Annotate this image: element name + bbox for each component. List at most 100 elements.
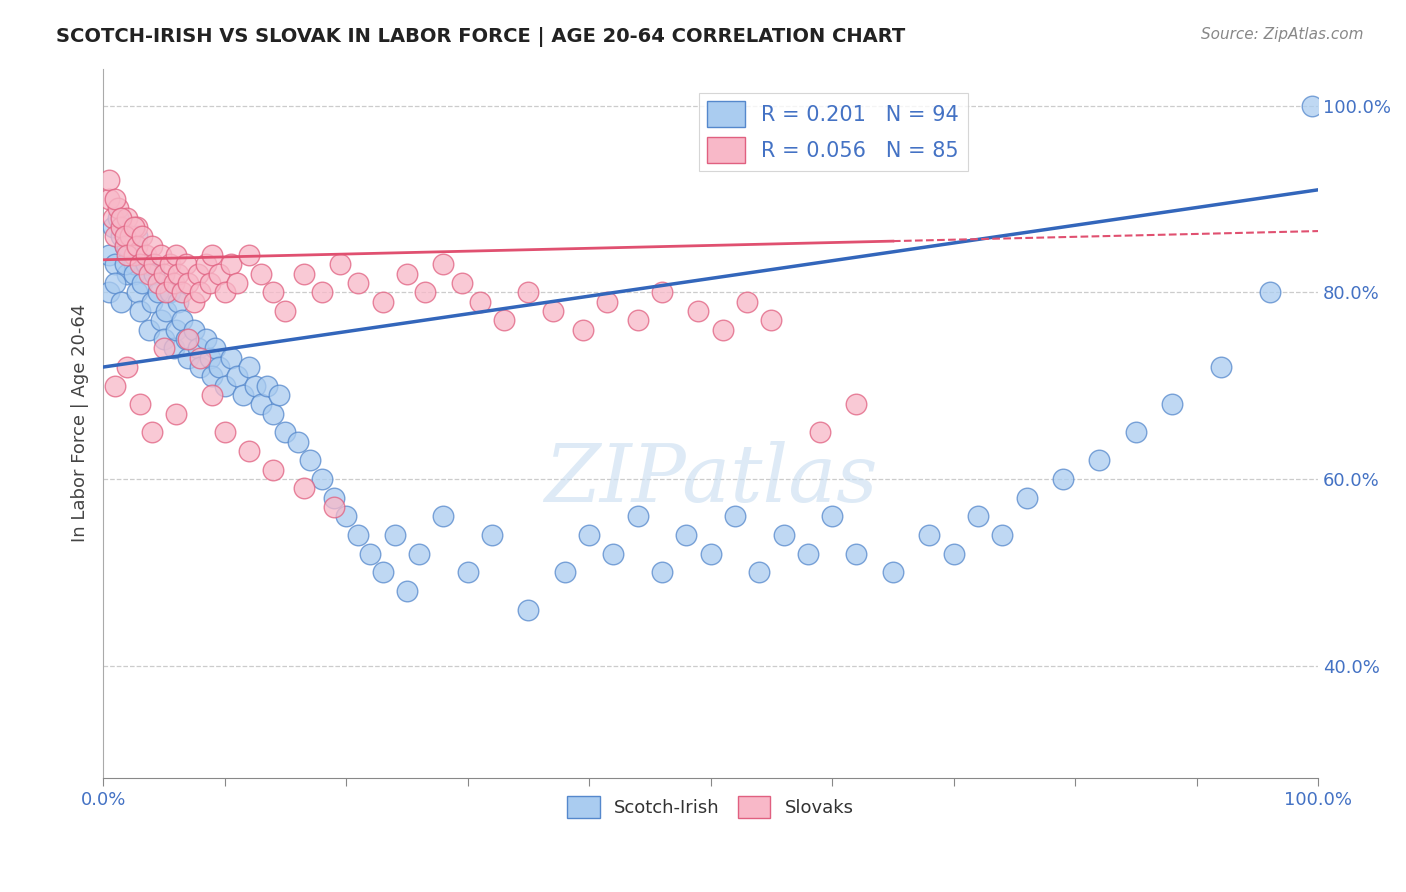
Point	[117, 239, 139, 253]
Point	[117, 360, 139, 375]
Point	[110, 220, 132, 235]
Point	[468, 294, 491, 309]
Point	[541, 304, 564, 318]
Point	[153, 332, 176, 346]
Point	[596, 294, 619, 309]
Point	[141, 425, 163, 440]
Point	[187, 267, 209, 281]
Point	[101, 220, 124, 235]
Point	[238, 360, 260, 375]
Point	[797, 547, 820, 561]
Point	[1301, 99, 1323, 113]
Point	[114, 239, 136, 253]
Point	[198, 276, 221, 290]
Point	[159, 285, 181, 300]
Point	[127, 239, 149, 253]
Point	[172, 285, 194, 300]
Point	[262, 463, 284, 477]
Legend: Scotch-Irish, Slovaks: Scotch-Irish, Slovaks	[560, 789, 860, 825]
Point	[207, 267, 229, 281]
Point	[162, 342, 184, 356]
Point	[122, 257, 145, 271]
Point	[177, 351, 200, 365]
Point	[274, 425, 297, 440]
Point	[195, 332, 218, 346]
Point	[214, 425, 236, 440]
Point	[845, 547, 868, 561]
Point	[114, 229, 136, 244]
Point	[128, 304, 150, 318]
Point	[991, 528, 1014, 542]
Point	[128, 257, 150, 271]
Point	[457, 566, 479, 580]
Point	[104, 229, 127, 244]
Point	[572, 323, 595, 337]
Point	[187, 342, 209, 356]
Point	[311, 285, 333, 300]
Point	[627, 509, 650, 524]
Point	[214, 378, 236, 392]
Point	[201, 248, 224, 262]
Point	[292, 481, 315, 495]
Text: SCOTCH-IRISH VS SLOVAK IN LABOR FORCE | AGE 20-64 CORRELATION CHART: SCOTCH-IRISH VS SLOVAK IN LABOR FORCE | …	[56, 27, 905, 46]
Point	[269, 388, 291, 402]
Point	[323, 491, 346, 505]
Point	[118, 229, 141, 244]
Point	[188, 285, 211, 300]
Y-axis label: In Labor Force | Age 20-64: In Labor Force | Age 20-64	[72, 304, 89, 542]
Point	[688, 304, 710, 318]
Point	[122, 267, 145, 281]
Point	[517, 602, 540, 616]
Point	[153, 267, 176, 281]
Point	[481, 528, 503, 542]
Point	[127, 220, 149, 235]
Point	[165, 407, 187, 421]
Point	[845, 397, 868, 411]
Point	[155, 285, 177, 300]
Point	[225, 276, 247, 290]
Point	[371, 294, 394, 309]
Point	[98, 248, 121, 262]
Point	[104, 192, 127, 206]
Point	[651, 285, 673, 300]
Point	[165, 323, 187, 337]
Point	[174, 332, 197, 346]
Point	[207, 360, 229, 375]
Point	[146, 285, 169, 300]
Point	[131, 276, 153, 290]
Point	[177, 332, 200, 346]
Point	[98, 173, 121, 187]
Point	[188, 360, 211, 375]
Point	[167, 294, 190, 309]
Point	[107, 211, 129, 225]
Point	[225, 369, 247, 384]
Point	[243, 378, 266, 392]
Point	[1088, 453, 1111, 467]
Point	[104, 378, 127, 392]
Point	[517, 285, 540, 300]
Point	[146, 276, 169, 290]
Point	[167, 267, 190, 281]
Point	[627, 313, 650, 327]
Point	[204, 342, 226, 356]
Point	[1015, 491, 1038, 505]
Point	[675, 528, 697, 542]
Point	[101, 211, 124, 225]
Point	[821, 509, 844, 524]
Point	[104, 276, 127, 290]
Point	[117, 248, 139, 262]
Point	[155, 304, 177, 318]
Point	[131, 229, 153, 244]
Point	[735, 294, 758, 309]
Point	[159, 257, 181, 271]
Point	[201, 369, 224, 384]
Point	[143, 267, 166, 281]
Point	[329, 257, 352, 271]
Point	[104, 257, 127, 271]
Point	[135, 257, 157, 271]
Point	[432, 509, 454, 524]
Point	[1161, 397, 1184, 411]
Point	[578, 528, 600, 542]
Point	[323, 500, 346, 514]
Point	[450, 276, 472, 290]
